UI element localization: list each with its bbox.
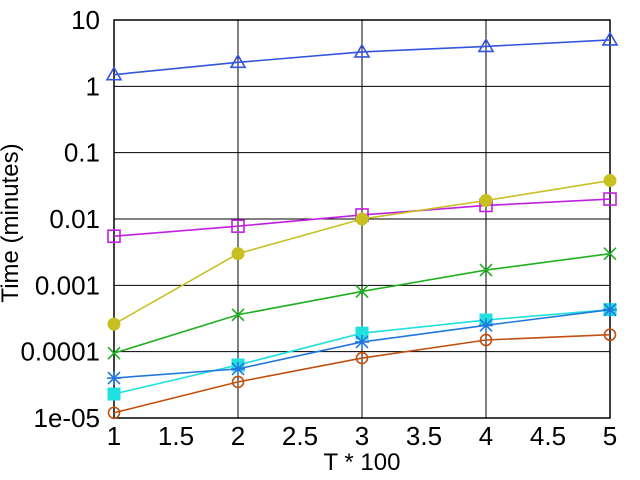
data-point xyxy=(479,194,493,208)
data-point xyxy=(107,317,121,331)
data-point xyxy=(479,318,493,333)
y-tick-label: 0.01 xyxy=(49,204,100,234)
series-1 xyxy=(105,31,619,81)
data-point xyxy=(231,308,245,322)
y-tick-label: 0.1 xyxy=(64,138,100,168)
series-layer xyxy=(105,31,619,420)
y-tick-label: 0.0001 xyxy=(20,337,100,367)
x-tick-label: 4 xyxy=(479,421,493,451)
series-7 xyxy=(107,328,617,420)
series-6 xyxy=(107,302,617,386)
data-point xyxy=(477,37,495,53)
y-tick-label: 1 xyxy=(86,71,100,101)
data-point xyxy=(107,229,121,244)
y-tick-label: 10 xyxy=(71,5,100,35)
x-tick-label: 5 xyxy=(603,421,617,451)
data-point xyxy=(107,406,121,420)
data-point xyxy=(355,334,369,349)
data-point xyxy=(355,351,369,365)
x-tick-label: 2 xyxy=(231,421,245,451)
data-point xyxy=(229,53,247,69)
y-axis-title: Time (minutes) xyxy=(0,143,24,302)
tick-labels: 1 1.5 2 2.5 3 3.5 4 4.5 5 1e-05 0.0001 0.001 0.01 0.1… xyxy=(20,5,617,451)
data-point xyxy=(355,212,369,226)
x-tick-label: 3.5 xyxy=(406,421,442,451)
data-point xyxy=(105,66,123,81)
series-line xyxy=(113,333,611,414)
x-tick-label: 3 xyxy=(355,421,369,451)
data-point xyxy=(231,361,245,376)
data-point xyxy=(107,387,121,401)
data-point xyxy=(355,284,369,298)
x-tick-label: 4.5 xyxy=(530,421,566,451)
plot-frame xyxy=(113,19,611,419)
x-tick-label: 2.5 xyxy=(282,421,318,451)
y-tick-label: 1e-05 xyxy=(34,403,101,433)
x-tick-label: 1.5 xyxy=(158,421,194,451)
series-4 xyxy=(107,247,617,360)
data-point xyxy=(231,219,245,233)
data-point xyxy=(231,375,245,389)
series-3 xyxy=(107,174,617,331)
data-point xyxy=(603,192,617,206)
data-point xyxy=(479,263,493,277)
data-point xyxy=(603,247,617,261)
x-axis-title: T * 100 xyxy=(324,449,401,476)
data-point xyxy=(603,174,617,188)
data-point xyxy=(603,302,617,317)
x-tick-label: 1 xyxy=(107,421,121,451)
data-point xyxy=(603,328,617,342)
series-line xyxy=(113,39,611,76)
data-point xyxy=(479,333,493,347)
data-point xyxy=(107,371,121,386)
data-point xyxy=(107,346,121,360)
data-point xyxy=(231,247,245,261)
data-point xyxy=(601,31,619,46)
data-point xyxy=(353,43,371,58)
y-tick-label: 0.001 xyxy=(35,270,100,300)
